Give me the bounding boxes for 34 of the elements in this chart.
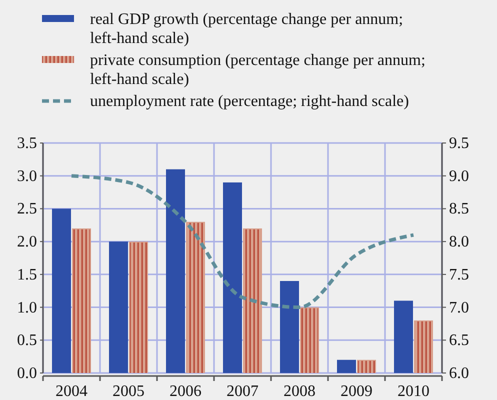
y-tick-label: 1.5 <box>17 266 37 284</box>
bar <box>52 208 71 373</box>
x-tick-label: 2010 <box>398 383 430 400</box>
line-series <box>70 174 416 310</box>
y-tick-label: 2.5 <box>17 200 37 218</box>
y2-tick-label: 8.0 <box>449 234 469 251</box>
y-tick-label: 3.0 <box>17 168 37 185</box>
y2-tick-label: 7.0 <box>449 299 469 316</box>
legend-label: unemployment rate (percentage; right-hand scale) <box>90 93 409 110</box>
x-tick-label: 2007 <box>226 383 258 400</box>
y-tick-label: 0.0 <box>17 365 37 382</box>
legend-label: private consumption (percentage change per annum; left-hand scale) <box>90 52 426 88</box>
bar <box>394 300 413 373</box>
bar <box>280 281 299 373</box>
y2-tick-label: 7.5 <box>449 266 469 284</box>
y-tick-label: 0.5 <box>17 332 37 350</box>
x-tick-label: 2006 <box>170 383 202 400</box>
x-tick-label: 2009 <box>340 383 372 400</box>
y-tick-label: 3.5 <box>17 135 37 152</box>
bar <box>166 169 185 373</box>
y2-tick-label: 6.5 <box>449 332 469 350</box>
y2-tick-label: 9.0 <box>449 168 469 185</box>
bar <box>337 360 356 373</box>
x-tick-label: 2004 <box>56 383 88 400</box>
x-tick-label: 2008 <box>284 383 316 400</box>
x-tick-label: 2005 <box>112 383 144 400</box>
bar <box>109 242 128 373</box>
bar <box>223 182 242 373</box>
y-tick-label: 1.0 <box>17 299 37 316</box>
y2-tick-label: 6.0 <box>449 365 469 382</box>
y2-tick-label: 8.5 <box>449 200 469 218</box>
y-tick-label: 2.0 <box>17 234 37 251</box>
legend-label: real GDP growth (percentage change per annum; left-hand scale) <box>90 11 404 47</box>
y2-tick-label: 9.5 <box>449 135 469 152</box>
